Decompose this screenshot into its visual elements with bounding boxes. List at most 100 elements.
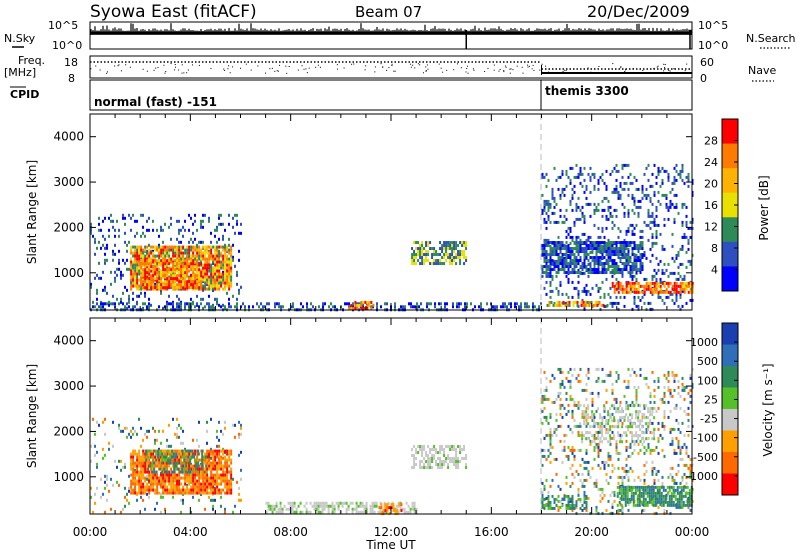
heatmap-cell (646, 282, 648, 285)
heatmap-cell (164, 271, 166, 274)
heatmap-cell (421, 448, 423, 451)
heatmap-cell (210, 270, 212, 273)
freq-dot (309, 68, 310, 69)
heatmap-cell (150, 468, 152, 471)
heatmap-cell (346, 302, 348, 305)
heatmap-cell (178, 268, 180, 271)
heatmap-cell (156, 483, 158, 486)
heatmap-cell (218, 439, 220, 442)
heatmap-cell (642, 191, 644, 194)
heatmap-cell (154, 286, 156, 289)
heatmap-cell (554, 250, 556, 253)
heatmap-cell (366, 505, 368, 508)
heatmap-cell (562, 170, 564, 173)
heatmap-cell (632, 233, 634, 236)
heatmap-cell (158, 277, 160, 280)
heatmap-cell (204, 261, 206, 264)
heatmap-cell (356, 508, 358, 511)
heatmap-cell (206, 249, 208, 252)
heatmap-cell (164, 268, 166, 271)
colorbar-tick-label: 8 (711, 242, 718, 255)
heatmap-cell (626, 164, 628, 167)
heatmap-cell (666, 291, 668, 294)
heatmap-cell (210, 453, 212, 456)
heatmap-cell (190, 477, 192, 480)
heatmap-cell (132, 264, 134, 267)
heatmap-cell (174, 433, 176, 436)
heatmap-cell (188, 214, 190, 217)
heatmap-cell (158, 459, 160, 462)
heatmap-cell (170, 223, 172, 226)
heatmap-cell (610, 244, 612, 247)
heatmap-cell (182, 286, 184, 289)
heatmap-cell (644, 291, 646, 294)
heatmap-cell (176, 450, 178, 453)
heatmap-cell (622, 268, 624, 271)
heatmap-cell (568, 247, 570, 250)
heatmap-cell (144, 292, 146, 295)
heatmap-cell (459, 241, 461, 244)
heatmap-cell (566, 259, 568, 262)
heatmap-cell (172, 262, 174, 265)
heatmap-cell (186, 262, 188, 265)
heatmap-cell (160, 286, 162, 289)
heatmap-cell (558, 271, 560, 274)
heatmap-cell (168, 477, 170, 480)
heatmap-cell (322, 508, 324, 511)
heatmap-cell (526, 305, 528, 308)
heatmap-cell (186, 268, 188, 271)
heatmap-cell (435, 262, 437, 265)
heatmap-cell (682, 206, 684, 209)
heatmap-cell (654, 285, 656, 288)
heatmap-cell (102, 289, 104, 292)
heatmap-cell (656, 282, 658, 285)
heatmap-cell (110, 302, 112, 305)
colorbar-segment (722, 144, 738, 169)
heatmap-cell (226, 486, 228, 489)
heatmap-cell (148, 471, 150, 474)
heatmap-cell (660, 291, 662, 294)
heatmap-cell (146, 286, 148, 289)
heatmap-cell (184, 277, 186, 280)
heatmap-cell (578, 247, 580, 250)
heatmap-cell (356, 502, 358, 505)
heatmap-cell (147, 456, 149, 459)
heatmap-cell (628, 250, 630, 253)
heatmap-cell (419, 247, 421, 250)
heatmap-cell (580, 244, 582, 247)
heatmap-cell (153, 450, 155, 453)
heatmap-cell (106, 302, 108, 305)
heatmap-cell (272, 508, 274, 511)
heatmap-cell (172, 258, 174, 261)
heatmap-cell (658, 191, 660, 194)
heatmap-cell (288, 508, 290, 511)
heatmap-cell (110, 220, 112, 223)
heatmap-cell (322, 302, 324, 305)
heatmap-cell (598, 247, 600, 250)
heatmap-cell (556, 262, 558, 265)
heatmap-cell (192, 483, 194, 486)
heatmap-cell (656, 236, 658, 239)
heatmap-cell (599, 301, 601, 304)
heatmap-cell (182, 502, 184, 505)
heatmap-cell (218, 474, 220, 477)
heatmap-cell (110, 508, 112, 511)
heatmap-cell (427, 244, 429, 247)
heatmap-cell (690, 221, 692, 224)
heatmap-cell (636, 291, 638, 294)
heatmap-cell (328, 511, 330, 514)
heatmap-cell (256, 302, 258, 305)
heatmap-cell (480, 305, 482, 308)
heatmap-cell (152, 489, 154, 492)
heatmap-cell (406, 511, 408, 514)
heatmap-cell (224, 267, 226, 270)
freq-dot (512, 69, 513, 70)
heatmap-cell (176, 474, 178, 477)
heatmap-cell (642, 296, 644, 299)
heatmap-cell (214, 453, 216, 456)
heatmap-cell (190, 486, 192, 489)
heatmap-cell (96, 289, 98, 292)
heatmap-cell (354, 307, 356, 310)
heatmap-cell (642, 247, 644, 250)
heatmap-cell (210, 255, 212, 258)
